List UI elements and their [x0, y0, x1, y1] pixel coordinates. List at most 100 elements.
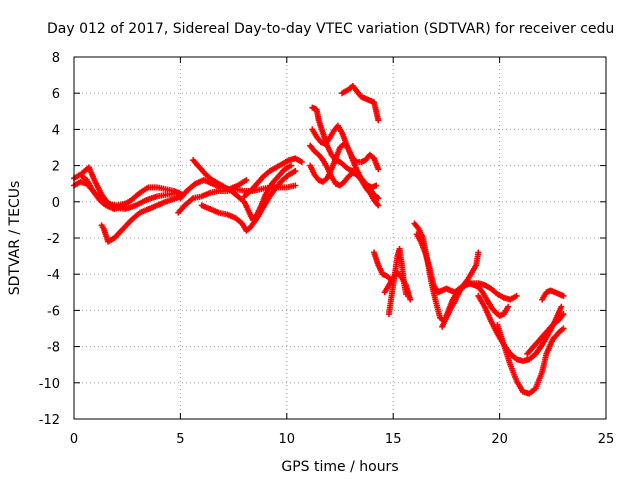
data-point	[314, 150, 321, 157]
data-point	[540, 332, 547, 339]
data-point	[259, 174, 266, 181]
data-point	[351, 156, 358, 163]
data-point	[489, 305, 496, 312]
data-point	[202, 171, 209, 178]
y-tick-label: -10	[39, 377, 60, 392]
data-point	[267, 182, 274, 189]
data-point	[346, 172, 353, 179]
data-point	[460, 282, 467, 289]
data-point	[96, 195, 103, 202]
data-point	[327, 133, 334, 140]
data-point	[368, 193, 375, 200]
data-point	[323, 139, 330, 146]
data-point	[91, 189, 98, 196]
data-point	[328, 173, 335, 180]
data-point	[269, 166, 276, 173]
data-point	[274, 163, 281, 170]
data-point	[97, 189, 104, 196]
data-point	[364, 187, 371, 194]
data-point	[276, 179, 283, 186]
data-point	[375, 166, 382, 173]
data-point	[481, 292, 488, 299]
data-point	[235, 217, 242, 224]
data-point	[256, 211, 263, 218]
data-point	[307, 142, 314, 149]
data-point	[485, 300, 492, 307]
data-point	[357, 175, 364, 182]
data-point	[206, 174, 213, 181]
data-point	[324, 138, 331, 145]
data-point	[114, 231, 121, 238]
data-point	[475, 292, 482, 299]
data-point	[507, 296, 514, 303]
data-point	[259, 206, 266, 213]
data-point	[308, 164, 315, 171]
data-point	[342, 88, 349, 95]
data-point	[378, 269, 385, 276]
data-point	[274, 174, 281, 181]
data-point	[413, 223, 420, 230]
data-point	[284, 158, 291, 165]
data-point	[355, 89, 362, 96]
data-point	[254, 180, 261, 187]
data-point	[339, 161, 346, 168]
data-point	[345, 173, 352, 180]
data-point	[108, 236, 115, 243]
data-point	[290, 168, 297, 175]
data-point	[126, 198, 133, 205]
data-point	[356, 91, 363, 98]
data-point	[559, 312, 566, 319]
data-point	[450, 300, 457, 307]
series-sat-i	[177, 177, 250, 202]
data-point	[177, 195, 184, 202]
data-point	[337, 158, 343, 165]
data-point	[541, 292, 548, 299]
data-point	[397, 273, 404, 280]
data-point	[106, 237, 113, 244]
data-point	[489, 320, 495, 327]
data-point	[476, 285, 483, 292]
x-axis-title: GPS time / hours	[281, 459, 398, 475]
data-point	[335, 124, 342, 131]
data-point	[383, 273, 390, 280]
data-point	[411, 220, 418, 227]
data-point	[451, 289, 458, 296]
data-point	[529, 387, 536, 394]
data-point	[368, 188, 375, 195]
data-point	[479, 300, 486, 307]
data-point	[80, 174, 87, 181]
data-point	[437, 314, 444, 321]
data-point	[462, 279, 469, 286]
data-point	[530, 343, 537, 350]
data-point	[309, 168, 316, 175]
data-point	[489, 287, 496, 294]
data-point	[447, 305, 454, 312]
data-point	[539, 333, 546, 340]
data-point	[119, 225, 126, 232]
data-point	[369, 154, 376, 161]
data-point	[93, 192, 100, 199]
data-point	[212, 178, 219, 185]
data-point	[388, 278, 395, 285]
data-point	[524, 350, 531, 357]
axis-ticks: 0 5 10 15 20 25 -12 -10 -8 -6 -4 -2 0 2 4 6 8	[39, 51, 615, 447]
data-point	[327, 168, 334, 175]
y-axis-title: SDTVAR / TECUs	[7, 181, 23, 296]
data-point	[179, 192, 186, 199]
data-point	[386, 275, 393, 282]
data-point	[398, 274, 405, 281]
data-point	[241, 198, 248, 205]
data-point	[175, 209, 182, 216]
data-point	[246, 209, 253, 216]
data-point	[369, 195, 376, 202]
data-point	[354, 88, 361, 95]
data-point	[243, 177, 250, 184]
data-point	[241, 224, 248, 231]
data-point	[188, 184, 195, 191]
data-point	[99, 193, 106, 200]
data-point	[385, 274, 392, 281]
data-point	[353, 166, 360, 173]
data-point	[183, 187, 190, 194]
data-point	[272, 176, 279, 183]
data-point	[308, 144, 315, 151]
